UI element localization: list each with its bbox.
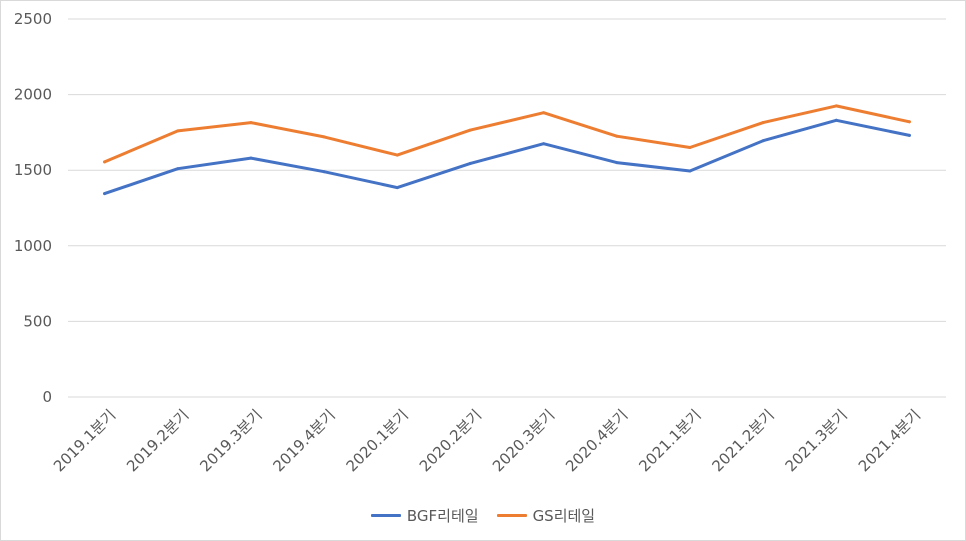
legend-label: GS리테일 bbox=[532, 506, 596, 525]
x-tick-label-group: 2019.3분기 bbox=[196, 406, 265, 475]
data-point bbox=[688, 146, 692, 149]
data-point bbox=[395, 153, 399, 157]
x-tick-label: 2019.2분기 bbox=[123, 406, 192, 475]
data-point bbox=[103, 160, 107, 164]
data-point bbox=[176, 129, 180, 133]
x-tick-label-group: 2019.4분기 bbox=[269, 406, 338, 475]
series-lines bbox=[103, 104, 911, 196]
data-point bbox=[542, 111, 546, 115]
x-tick-label: 2020.1분기 bbox=[343, 406, 412, 475]
x-tick-label: 2019.1분기 bbox=[50, 406, 119, 475]
x-tick-label-group: 2021.1분기 bbox=[635, 406, 704, 475]
legend: BGF리테일 GS리테일 bbox=[0, 504, 966, 526]
series-line-2 bbox=[103, 104, 911, 164]
legend-label: BGF리테일 bbox=[406, 506, 479, 525]
x-tick-label: 2021.4분기 bbox=[855, 406, 924, 475]
data-point bbox=[395, 186, 399, 190]
x-tick-label: 2019.4분기 bbox=[269, 406, 338, 475]
x-tick-label-group: 2021.2분기 bbox=[708, 406, 777, 475]
x-tick-label-group: 2020.3분기 bbox=[489, 406, 558, 475]
x-tick-label-group: 2021.3분기 bbox=[782, 406, 851, 475]
x-tick-label-group: 2021.4분기 bbox=[855, 406, 924, 475]
x-tick-label: 2019.3분기 bbox=[196, 406, 265, 475]
x-tick-label-group: 2020.1분기 bbox=[343, 406, 412, 475]
data-point bbox=[615, 161, 619, 165]
legend-item: GS리테일 bbox=[496, 505, 596, 526]
y-tick-label: 2000 bbox=[14, 86, 52, 104]
x-tick-label-group: 2019.2분기 bbox=[123, 406, 192, 475]
y-tick-label: 1000 bbox=[14, 237, 52, 255]
legend-item: BGF리테일 bbox=[370, 505, 479, 526]
data-point bbox=[103, 192, 107, 196]
data-point bbox=[907, 133, 911, 137]
x-tick-label: 2021.3분기 bbox=[782, 406, 851, 475]
x-tick-label-group: 2020.4분기 bbox=[562, 406, 631, 475]
y-tick-label: 500 bbox=[23, 312, 52, 330]
data-point bbox=[468, 128, 472, 132]
gridlines bbox=[68, 18, 946, 398]
data-point bbox=[834, 118, 838, 122]
legend-swatch bbox=[496, 513, 527, 517]
y-tick-label: 1500 bbox=[14, 161, 52, 179]
data-point bbox=[615, 134, 619, 138]
data-point bbox=[249, 121, 253, 125]
y-tick-label: 0 bbox=[42, 388, 52, 406]
legend-swatch bbox=[370, 513, 401, 517]
data-point bbox=[688, 169, 692, 173]
data-point bbox=[176, 167, 180, 171]
x-tick-label: 2020.2분기 bbox=[416, 406, 485, 475]
x-tick-label: 2020.4분기 bbox=[562, 406, 631, 475]
x-tick-label-group: 2020.2분기 bbox=[416, 406, 485, 475]
data-point bbox=[761, 139, 765, 143]
x-axis-tick-labels: 2019.1분기 2019.2분기 2019.3분기 2019.4분기 2020.1분기… bbox=[50, 406, 924, 475]
data-point bbox=[322, 135, 326, 139]
y-axis-tick-labels: 0 500 1000 1500 2000 2500 bbox=[14, 10, 52, 406]
x-tick-label-group: 2019.1분기 bbox=[50, 406, 119, 475]
data-point bbox=[834, 104, 838, 108]
y-tick-label: 2500 bbox=[14, 10, 52, 28]
x-tick-label: 2021.2분기 bbox=[708, 406, 777, 475]
x-tick-label: 2020.3분기 bbox=[489, 406, 558, 475]
data-point bbox=[907, 120, 911, 124]
data-point bbox=[249, 156, 253, 160]
data-point bbox=[322, 170, 326, 174]
series-line-1 bbox=[103, 118, 911, 196]
data-point bbox=[542, 142, 546, 146]
x-tick-label: 2021.1분기 bbox=[635, 406, 704, 475]
data-point bbox=[468, 161, 472, 165]
data-point bbox=[761, 121, 765, 125]
